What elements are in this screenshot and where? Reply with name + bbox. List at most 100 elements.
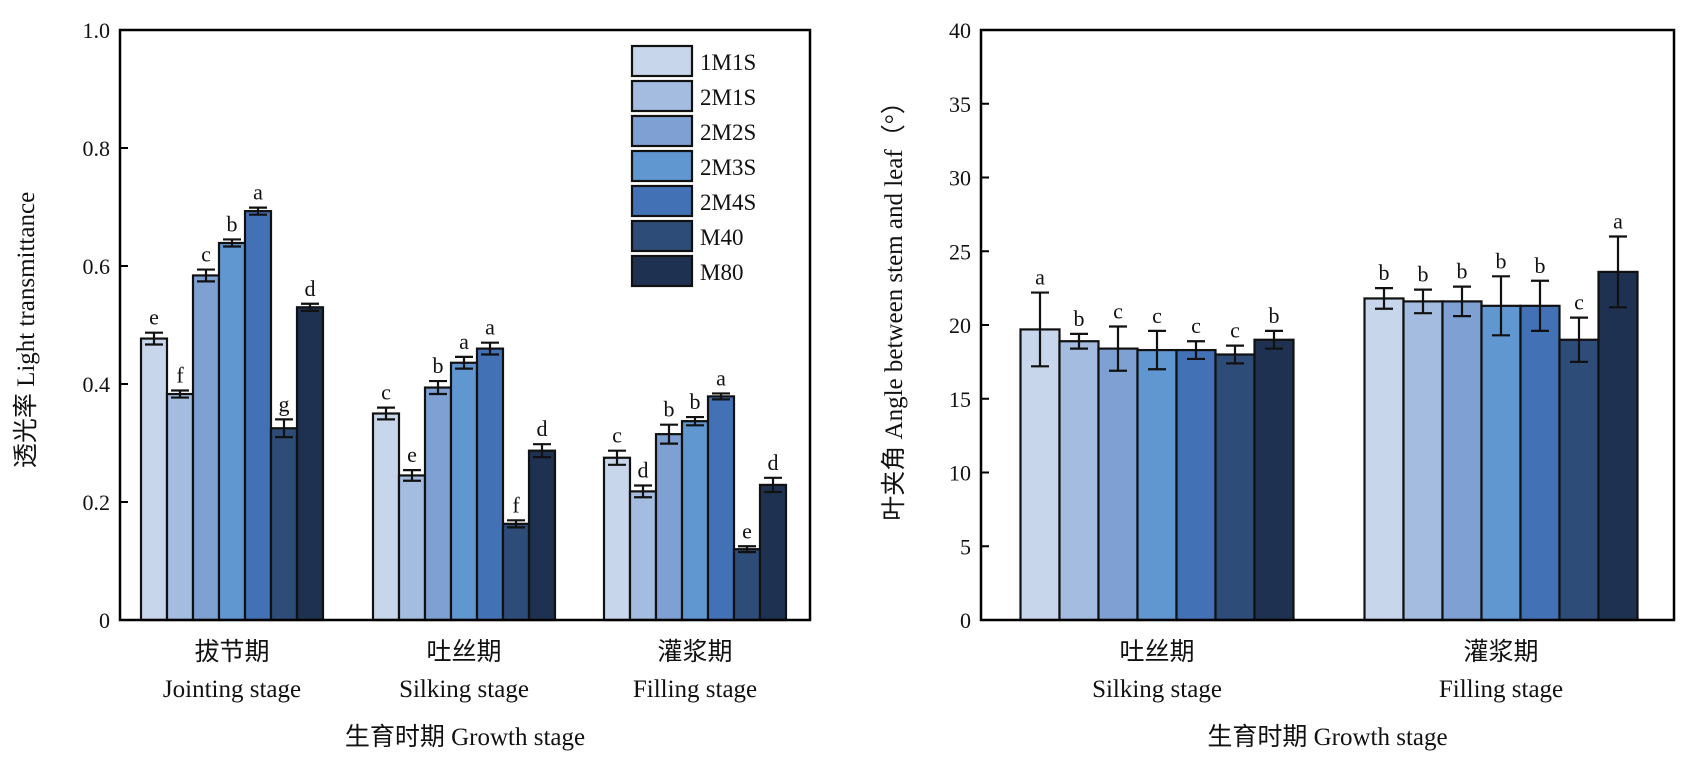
y-tick-label: 25 [949, 239, 971, 264]
y-axis-title: 透光率 Light transmittance [12, 192, 40, 468]
sig-letter-2m2s-1: b [1457, 259, 1468, 284]
sig-letter-2m1s-1: e [407, 442, 417, 467]
bar-2m1s-1 [397, 474, 427, 622]
legend-swatch-2m3s [630, 149, 694, 183]
sig-letter-2m2s-2: b [664, 397, 675, 422]
sig-letter-2m4s-1: b [1535, 253, 1546, 278]
y-tick-label: 0.4 [83, 372, 111, 397]
panel-leaf-angle: a b b b c b c b c b c c b a 0 5 10 15 20 25 30 35 40 吐丝期 Silking… [880, 18, 1676, 751]
x-category-cn: 拔节期 [194, 638, 269, 666]
sig-letter-2m4s-0: c [1191, 313, 1201, 338]
legend-label-1m1s: 1M1S [700, 50, 756, 75]
sig-letter-2m4s-2: a [716, 365, 726, 390]
y-tick-label: 30 [949, 166, 971, 191]
bar-2m3s-2 [680, 420, 710, 622]
bar-2m4s-1 [1519, 304, 1561, 622]
sig-letter-m80-1: d [537, 416, 548, 441]
error-bar-2m4s-0 [249, 206, 267, 216]
sig-letter-m80-0: b [1269, 303, 1280, 328]
x-category-cn: 灌浆期 [1463, 638, 1538, 666]
error-bar-1m1s-0 [145, 331, 163, 346]
sig-letter-1m1s-2: c [612, 423, 622, 448]
sig-letter-m80-1: a [1613, 209, 1623, 234]
bar-2m1s-2 [628, 490, 658, 622]
legend-label-2m1s: 2M1S [700, 85, 756, 110]
legend-label-2m2s: 2M2S [700, 120, 756, 145]
error-bar-1m1s-0 [1031, 291, 1049, 368]
bar-m40-1 [1558, 338, 1600, 622]
legend-swatch-m80 [630, 254, 694, 288]
y-tick-label: 0.6 [83, 254, 111, 279]
y-tick-label: 1.0 [83, 18, 111, 43]
bar-2m2s-1 [423, 386, 453, 622]
sig-letter-2m1s-1: b [1418, 262, 1429, 287]
bar-2m4s-1 [475, 347, 505, 622]
error-bar-2m2s-0 [197, 268, 215, 283]
sig-letter-1m1s-1: c [381, 380, 391, 405]
bar-2m4s-0 [243, 210, 273, 622]
sig-letter-2m2s-0: c [201, 242, 211, 267]
y-tick-label: 35 [949, 92, 971, 117]
error-bar-m40-0 [1226, 344, 1244, 365]
error-bar-m80-0 [301, 302, 319, 312]
y-tick-label: 20 [949, 313, 971, 338]
bar-2m1s-0 [1058, 340, 1100, 622]
y-tick-label: 0.8 [83, 136, 111, 161]
bar-1m1s-0 [139, 337, 169, 622]
error-bar-2m1s-0 [1070, 332, 1088, 350]
bar-2m4s-0 [1175, 348, 1217, 622]
legend-label-m40: M40 [700, 225, 743, 250]
error-bar-2m3s-2 [686, 415, 704, 427]
legend-swatch-m40 [630, 219, 694, 253]
bar-2m1s-0 [165, 392, 195, 622]
bar-2m2s-1 [1441, 300, 1483, 622]
error-bar-m80-0 [1265, 329, 1283, 350]
sig-letter-m80-0: d [305, 276, 316, 301]
bar-2m3s-0 [217, 241, 247, 622]
legend-label-2m4s: 2M4S [700, 190, 756, 215]
sig-letter-2m3s-1: b [1496, 248, 1507, 273]
bar-1m1s-0 [1019, 328, 1061, 622]
sig-letter-2m3s-1: a [459, 329, 469, 354]
error-bar-2m4s-0 [1187, 340, 1205, 361]
sig-letter-2m2s-1: b [433, 353, 444, 378]
bar-2m3s-1 [449, 361, 479, 622]
bar-m40-1 [501, 522, 531, 622]
bar-m40-0 [1214, 353, 1256, 622]
sig-letter-2m2s-0: c [1113, 298, 1123, 323]
error-bar-m40-0 [275, 418, 293, 439]
error-bar-2m3s-0 [223, 238, 241, 248]
error-bar-1m1s-1 [1375, 287, 1393, 310]
y-tick-label: 15 [949, 387, 971, 412]
y-tick-label: 40 [949, 18, 971, 43]
bar-2m2s-0 [1097, 347, 1139, 622]
bar-m40-2 [732, 548, 762, 622]
error-bar-2m4s-2 [712, 392, 730, 401]
error-bar-2m2s-1 [1453, 285, 1471, 318]
y-tick-label: 5 [960, 534, 971, 559]
x-category-en: Filling stage [633, 676, 757, 703]
error-bar-2m4s-1 [1531, 279, 1549, 332]
sig-letter-2m1s-2: d [638, 457, 649, 482]
sig-letter-m40-0: c [1230, 318, 1240, 343]
error-bar-2m2s-0 [1109, 325, 1127, 372]
legend-swatch-2m2s [630, 114, 694, 148]
sig-letter-m80-2: d [768, 450, 779, 475]
sig-letter-m40-1: f [512, 492, 520, 517]
error-bar-2m3s-1 [455, 355, 473, 370]
sig-letter-1m1s-0: e [149, 305, 159, 330]
bar-2m3s-1 [1480, 304, 1522, 622]
bar-m40-0 [269, 427, 299, 622]
error-bar-2m2s-1 [429, 379, 447, 396]
bar-2m4s-2 [706, 395, 736, 622]
sig-letter-2m3s-0: c [1152, 303, 1162, 328]
error-bar-2m3s-0 [1148, 329, 1166, 371]
sig-letter-m40-1: c [1574, 290, 1584, 315]
x-category-en: Silking stage [1092, 676, 1222, 703]
x-category-en: Filling stage [1439, 676, 1563, 703]
error-bar-m80-1 [1609, 235, 1627, 309]
y-tick-label: 0 [99, 608, 110, 633]
y-tick-label: 0 [960, 608, 971, 633]
error-bar-1m1s-2 [608, 449, 626, 466]
y-tick-label: 0.2 [83, 490, 111, 515]
